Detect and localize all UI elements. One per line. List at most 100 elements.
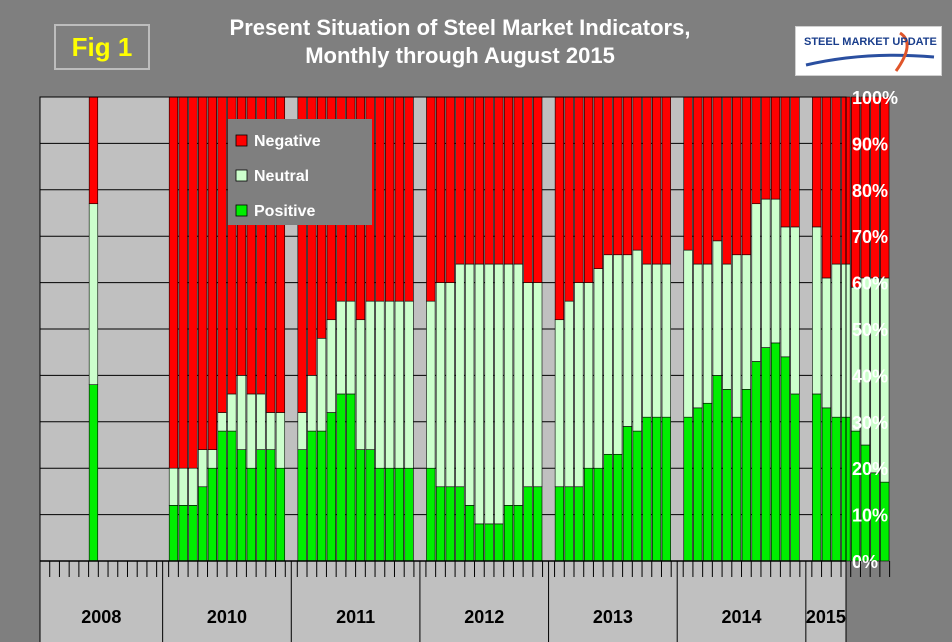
bar-neutral <box>346 300 356 395</box>
bar-negative <box>693 96 703 265</box>
bar-positive <box>326 412 336 562</box>
bar-neutral <box>297 412 307 450</box>
bar-negative <box>780 96 790 228</box>
bar-negative <box>683 96 693 251</box>
logo-text: STEEL MARKET UPDATE <box>804 36 937 48</box>
bar-positive <box>632 430 642 562</box>
bar-neutral <box>465 263 475 506</box>
bar-positive <box>346 393 356 562</box>
bar-positive <box>574 486 584 562</box>
year-label-2008: 2008 <box>81 607 121 627</box>
bar-negative <box>652 96 662 265</box>
bar-neutral <box>474 263 484 525</box>
bar-neutral <box>564 300 574 488</box>
chart-title: Present Situation of Steel Market Indica… <box>160 14 760 70</box>
bar-negative <box>850 96 861 288</box>
y-tick-label: 20% <box>852 459 888 479</box>
y-tick-label: 70% <box>852 227 888 247</box>
bar-negative <box>761 96 771 200</box>
year-label-2015: 2015 <box>806 607 846 627</box>
bar-neutral <box>375 300 385 469</box>
bar-neutral <box>365 300 375 450</box>
bar-negative <box>722 96 732 265</box>
bar-neutral <box>275 412 286 469</box>
bar-negative <box>188 96 198 469</box>
bar-positive <box>207 467 217 562</box>
bar-neutral <box>426 300 436 469</box>
bar-neutral <box>780 226 790 358</box>
bar-neutral <box>821 277 832 409</box>
bar-neutral <box>661 263 671 418</box>
chart-title-line-2: Monthly through August 2015 <box>305 43 615 68</box>
bar-positive <box>732 416 742 562</box>
bar-neutral <box>188 467 198 506</box>
legend-label-negative: Negative <box>254 133 321 150</box>
bar-neutral <box>336 300 346 395</box>
bar-neutral <box>850 286 861 432</box>
legend-swatch-neutral <box>235 169 248 182</box>
bar-negative <box>790 96 800 228</box>
y-tick-label: 80% <box>852 181 888 201</box>
bar-positive <box>307 430 317 562</box>
bar-neutral <box>494 263 504 525</box>
bar-positive <box>523 486 533 562</box>
bar-neutral <box>761 198 771 348</box>
bar-negative <box>465 96 475 265</box>
bar-positive <box>712 375 722 562</box>
legend-label-positive: Positive <box>254 203 315 220</box>
bar-positive <box>256 449 266 562</box>
bar-positive <box>404 467 414 562</box>
bar-positive <box>603 453 613 562</box>
bar-neutral <box>266 412 276 450</box>
bar-neutral <box>702 263 713 404</box>
chart-title-line-1: Present Situation of Steel Market Indica… <box>229 15 691 40</box>
legend-box <box>228 119 372 225</box>
bar-negative <box>642 96 652 265</box>
bar-positive <box>445 486 455 562</box>
bar-neutral <box>751 203 761 362</box>
bar-negative <box>702 96 713 265</box>
bar-neutral <box>652 263 662 418</box>
bar-neutral <box>613 254 623 455</box>
bar-positive <box>652 416 662 562</box>
bar-negative <box>860 96 870 279</box>
bar-negative <box>523 96 533 283</box>
bar-negative <box>831 96 841 265</box>
legend-label-neutral: Neutral <box>254 168 309 185</box>
y-tick-label: 50% <box>852 320 888 340</box>
bar-positive <box>702 402 713 562</box>
bar-negative <box>474 96 484 265</box>
legend-swatch-negative <box>235 134 248 147</box>
bar-neutral <box>593 268 603 469</box>
bar-negative <box>168 96 179 469</box>
bar-negative <box>770 96 781 200</box>
bar-neutral <box>394 300 404 469</box>
bar-neutral <box>770 198 781 344</box>
bar-negative <box>593 96 603 269</box>
y-tick-label: 60% <box>852 274 888 294</box>
y-tick-label: 10% <box>852 506 888 526</box>
bar-positive <box>474 523 484 562</box>
bar-neutral <box>326 319 336 413</box>
bar-positive <box>297 449 307 562</box>
bar-neutral <box>227 393 237 432</box>
bar-negative <box>404 96 414 302</box>
bar-neutral <box>554 319 565 488</box>
bar-positive <box>88 384 99 562</box>
year-label-2010: 2010 <box>207 607 247 627</box>
bar-positive <box>503 505 514 562</box>
bar-neutral <box>246 393 256 469</box>
bar-positive <box>385 467 395 562</box>
bar-neutral <box>404 300 414 469</box>
y-tick-label: 90% <box>852 134 888 154</box>
bar-neutral <box>831 263 841 418</box>
bar-positive <box>751 361 761 562</box>
bar-negative <box>574 96 584 283</box>
bar-negative <box>870 96 880 279</box>
y-tick-label: 30% <box>852 413 888 433</box>
bar-positive <box>613 453 623 562</box>
y-tick-label: 40% <box>852 366 888 386</box>
bar-positive <box>365 449 375 562</box>
bar-neutral <box>523 282 533 488</box>
bar-positive <box>316 430 327 562</box>
